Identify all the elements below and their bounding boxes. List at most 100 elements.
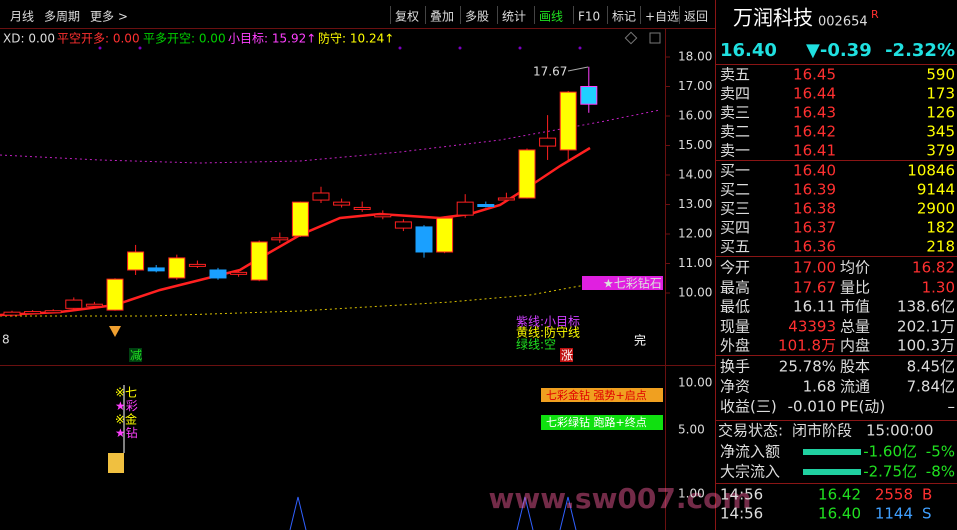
tab[interactable]: 月线 — [10, 10, 34, 24]
toolbar-button[interactable]: 多股 — [465, 10, 489, 24]
tab[interactable]: 更多 > — [90, 10, 128, 24]
stat-label: 最低 — [720, 298, 750, 316]
high-arrow — [567, 66, 589, 72]
trade-time: 14:56 — [720, 505, 763, 523]
stat-label: 均价 — [840, 259, 870, 277]
lower-axis-label: 10.00 — [678, 376, 712, 390]
sell-price: 16.44 — [793, 85, 836, 103]
tab[interactable]: 多周期 — [44, 10, 80, 24]
icon-diamond[interactable] — [624, 31, 638, 45]
flow-label: 大宗流入 — [720, 463, 780, 481]
candle-body — [24, 311, 42, 315]
candle-body — [415, 226, 433, 253]
stat-label: 市值 — [840, 298, 870, 316]
legend-green: 绿线:空 — [516, 337, 556, 352]
stat-value: 100.3万 — [897, 337, 955, 355]
candle-body — [394, 221, 412, 229]
sell-volume: 379 — [926, 142, 955, 160]
lower-axis-label: 5.00 — [678, 423, 705, 437]
stat-value: -0.010 — [788, 398, 836, 416]
y-tick-label: 17.00 — [678, 79, 712, 93]
toolbar-button[interactable]: +自选 — [645, 10, 679, 24]
y-tick-label: 18.00 — [678, 50, 712, 64]
strong-label: 七彩金钻 强势+启点 — [546, 388, 647, 402]
stat-value: 43393 — [788, 318, 836, 336]
status-phase: 闭市阶段 — [792, 422, 852, 440]
sell-price: 16.45 — [793, 66, 836, 84]
buy-label: 买二 — [720, 181, 750, 199]
candle-body — [477, 204, 495, 207]
purple-line — [0, 109, 661, 164]
toolbar-button[interactable]: 标记 — [612, 10, 636, 24]
candle-body — [209, 269, 227, 279]
toolbar-button[interactable]: 画线 — [539, 10, 563, 24]
change-pct: -2.32% — [885, 40, 955, 61]
done-label: 完 — [634, 333, 646, 348]
candle-body — [539, 137, 557, 147]
stat-value: 25.78% — [779, 358, 836, 376]
candle-body — [436, 217, 454, 253]
trade-price: 16.42 — [818, 486, 861, 504]
candle-body — [147, 267, 165, 272]
toolbar-button[interactable]: 返回 — [684, 10, 708, 24]
buy-volume: 10846 — [907, 162, 955, 180]
candle-body — [44, 310, 62, 314]
vertical-label: ★钻 — [115, 425, 138, 440]
stat-value: 1.68 — [803, 378, 836, 396]
toolbar-button[interactable]: 统计 — [502, 10, 526, 24]
flow-bar — [803, 449, 861, 455]
candle-body — [353, 206, 371, 210]
sell-price: 16.43 — [793, 104, 836, 122]
stat-label: 收益(三) — [720, 398, 777, 416]
buy-price: 16.38 — [793, 200, 836, 218]
candle-body — [271, 237, 289, 241]
flow-pct: -5% — [926, 443, 955, 461]
toolbar-button[interactable]: F10 — [578, 10, 600, 24]
icon-square[interactable] — [649, 32, 661, 44]
lower-axis-label: 1.00 — [678, 487, 705, 501]
stat-label: 内盘 — [840, 337, 870, 355]
stat-value: 16.82 — [912, 259, 955, 277]
y-tick-label: 11.00 — [678, 256, 712, 270]
candle-body — [312, 192, 330, 201]
trade-volume: 1144 — [875, 505, 913, 523]
candle-body — [518, 149, 536, 199]
yellow-line — [0, 277, 661, 317]
dots — [98, 46, 582, 50]
stat-value: 138.6亿 — [897, 298, 955, 316]
trade-volume: 2558 — [875, 486, 913, 504]
rise-box — [560, 348, 573, 362]
rise-label: 涨 — [561, 348, 573, 363]
toolbar-button[interactable]: 复权 — [395, 10, 419, 24]
stat-label: 换手 — [720, 358, 750, 376]
stat-value: 101.8万 — [778, 337, 836, 355]
candle-body — [580, 86, 598, 105]
sell-price: 16.41 — [793, 142, 836, 160]
sell-label: 卖一 — [720, 142, 750, 160]
candle-body — [168, 257, 186, 279]
icon-diamond-gem — [109, 326, 121, 337]
buy-label: 买五 — [720, 238, 750, 256]
indicator: 防守: 10.24↑ — [318, 31, 394, 46]
stock-flag: R — [871, 8, 879, 21]
trade-side: B — [922, 486, 932, 504]
watermark: www.sw007.com — [488, 482, 751, 515]
stat-label: PE(动) — [840, 398, 885, 416]
candle-body — [456, 201, 474, 216]
toolbar-button[interactable]: 叠加 — [430, 10, 454, 24]
diamond-bar-label: ★七彩钻石 — [603, 276, 662, 291]
indicator: XD: 0.00 — [3, 32, 55, 46]
buy-price: 16.36 — [793, 238, 836, 256]
stat-label: 今开 — [720, 259, 750, 277]
icon-gem-box — [108, 453, 124, 473]
candle-body — [65, 299, 83, 309]
stock-code: 002654 — [818, 15, 868, 30]
candle-body — [188, 263, 206, 267]
buy-price: 16.37 — [793, 219, 836, 237]
price: 16.40 — [720, 40, 777, 61]
left-label: 8 — [2, 333, 10, 347]
stat-value: 8.45亿 — [907, 358, 955, 376]
stat-value: 1.30 — [922, 279, 955, 297]
